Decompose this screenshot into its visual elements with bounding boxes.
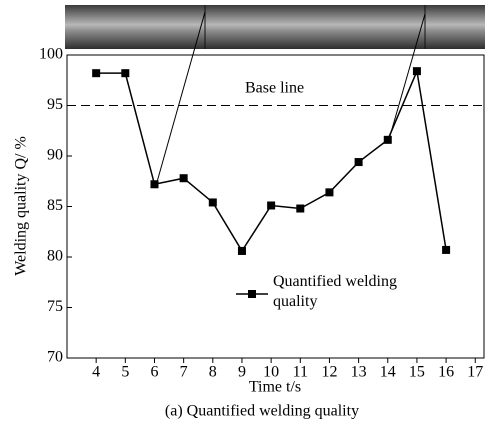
point: [208, 198, 217, 207]
point: [354, 158, 363, 167]
x-tick-label: 15: [409, 364, 425, 381]
x-axis-label: Time t/s: [249, 379, 301, 396]
baseline-label: Base line: [245, 80, 304, 97]
y-axis-label: Welding quality Q/ %: [13, 136, 30, 276]
x-tick-label: 16: [438, 364, 454, 381]
y-tick-label: 80: [47, 248, 63, 265]
x-tick-label: 8: [209, 364, 217, 381]
weld-photo: [65, 5, 485, 49]
x-tick-label: 6: [150, 364, 158, 381]
y-tick-label: 90: [47, 147, 63, 164]
x-tick-label: 13: [351, 364, 367, 381]
point: [121, 69, 130, 78]
legend-marker: [248, 290, 256, 298]
y-tick-label: 85: [47, 197, 63, 214]
x-tick-label: 17: [467, 364, 483, 381]
y-tick-label: 95: [47, 96, 63, 113]
pointer-line: [156, 11, 206, 183]
point: [179, 174, 188, 183]
point: [383, 135, 392, 144]
x-tick-label: 12: [321, 364, 337, 381]
point: [92, 69, 101, 78]
x-tick-label: 10: [263, 364, 279, 381]
y-tick-label: 70: [47, 349, 63, 366]
y-tick-label: 100: [39, 46, 63, 63]
caption: (a) Quantified welding quality: [165, 403, 359, 420]
x-tick-label: 4: [92, 364, 100, 381]
legend-label: Quantified welding quality: [273, 273, 397, 310]
pointer-line: [389, 13, 426, 137]
point: [296, 204, 305, 213]
x-tick-label: 7: [180, 364, 188, 381]
series-line: [96, 68, 447, 253]
y-tick-label: 75: [47, 298, 63, 315]
point: [325, 188, 334, 197]
point: [237, 246, 246, 255]
point: [442, 245, 451, 254]
x-tick-label: 11: [293, 364, 308, 381]
x-tick-label: 5: [121, 364, 129, 381]
x-tick-label: 14: [380, 364, 396, 381]
x-tick-label: 9: [238, 364, 246, 381]
point: [267, 201, 276, 210]
point: [412, 67, 421, 76]
point: [150, 180, 159, 189]
